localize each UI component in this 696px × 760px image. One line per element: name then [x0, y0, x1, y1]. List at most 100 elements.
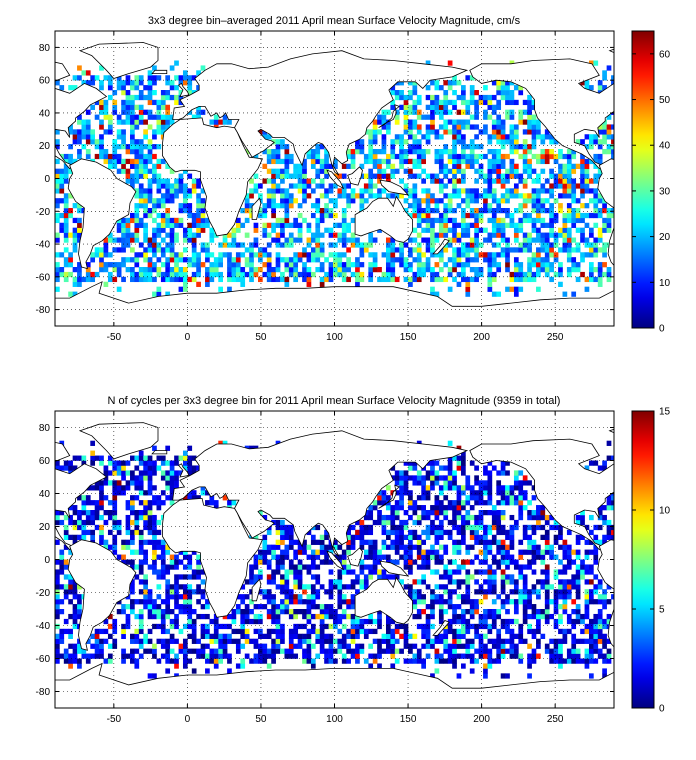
bin-cell — [288, 198, 294, 204]
bin-cell — [68, 549, 73, 555]
bin-cell — [399, 144, 404, 150]
bin-cell — [297, 549, 303, 555]
bin-cell — [575, 613, 581, 620]
bin-cell — [531, 648, 537, 654]
bin-cell — [169, 114, 175, 120]
bin-cell — [262, 203, 268, 209]
bin-cell — [390, 653, 396, 659]
bin-cell — [421, 262, 426, 268]
bin-cell — [147, 490, 153, 496]
bin-cell — [174, 604, 179, 610]
bin-cell — [178, 271, 184, 278]
bin-cell — [456, 119, 462, 125]
bin-cell — [452, 144, 457, 150]
bin-cell — [377, 623, 382, 630]
bin-cell — [496, 262, 502, 268]
bin-cell — [147, 480, 153, 486]
bin-cell — [99, 505, 104, 511]
bin-cell — [580, 188, 585, 194]
bin-cell — [55, 460, 60, 466]
bin-cell — [143, 524, 148, 531]
bin-cell — [372, 124, 378, 130]
bin-cell — [416, 198, 422, 204]
bin-cell — [549, 252, 554, 258]
bin-cell — [310, 599, 316, 605]
bin-cell — [372, 252, 378, 258]
bin-cell — [558, 247, 563, 253]
bin-cell — [425, 559, 431, 565]
bin-cell — [187, 658, 193, 664]
bin-cell — [571, 237, 577, 243]
bin-cell — [505, 638, 510, 644]
bin-cell — [169, 564, 175, 570]
bin-cell — [130, 237, 135, 243]
bin-cell — [147, 247, 153, 253]
bin-cell — [205, 267, 210, 273]
bin-cell — [68, 232, 73, 238]
bin-cell — [165, 114, 171, 120]
bin-cell — [452, 134, 457, 140]
bin-cell — [59, 549, 65, 555]
land-outline — [251, 197, 262, 220]
bin-cell — [575, 208, 581, 214]
bin-cell — [165, 569, 171, 575]
bin-cell — [63, 262, 69, 268]
bin-cell — [474, 227, 479, 233]
bin-cell — [430, 519, 435, 526]
bin-cell — [412, 212, 418, 219]
bin-cell — [72, 623, 78, 630]
bin-cell — [518, 193, 524, 199]
bin-cell — [182, 465, 188, 471]
bin-cell — [522, 153, 528, 160]
colorbar-gradient — [632, 31, 654, 328]
bin-cell — [575, 217, 581, 224]
bin-cell — [152, 99, 157, 106]
bin-cell — [558, 648, 563, 654]
bin-cell — [522, 490, 528, 496]
bin-cell — [205, 599, 210, 605]
bin-cell — [121, 470, 126, 476]
bin-cell — [408, 589, 413, 595]
bin-cell — [147, 257, 153, 263]
bin-cell — [372, 638, 378, 644]
bin-cell — [147, 183, 153, 189]
bin-cell — [606, 455, 612, 461]
bin-cell — [187, 208, 193, 214]
bin-cell — [235, 276, 241, 283]
bin-cell — [244, 217, 250, 224]
bin-cell — [385, 193, 391, 199]
bin-cell — [438, 633, 444, 639]
bin-cell — [368, 524, 374, 531]
bin-cell — [77, 643, 82, 649]
bin-cell — [359, 262, 365, 268]
bin-cell — [152, 252, 157, 258]
bin-cell — [275, 609, 281, 615]
bin-cell — [55, 252, 60, 258]
bin-cell — [138, 193, 144, 199]
bin-cell — [368, 242, 374, 248]
bin-cell — [121, 104, 126, 110]
bin-cell — [403, 628, 409, 635]
bin-cell — [143, 549, 148, 555]
bin-cell — [500, 643, 506, 649]
bin-cell — [452, 470, 457, 476]
bin-cell — [469, 193, 475, 199]
bin-cell — [522, 242, 528, 248]
bin-cell — [112, 163, 118, 169]
bin-cell — [399, 149, 404, 155]
bin-cell — [72, 613, 78, 620]
bin-cell — [262, 262, 268, 268]
bin-cell — [553, 648, 559, 654]
bin-cell — [474, 276, 479, 283]
bin-cell — [182, 609, 188, 615]
bin-cell — [381, 188, 387, 194]
bin-cell — [271, 599, 276, 605]
bin-cell — [63, 217, 69, 224]
bin-cell — [452, 232, 457, 238]
bin-cell — [350, 149, 356, 155]
bin-cell — [399, 90, 404, 96]
bin-cell — [403, 658, 409, 664]
bin-cell — [288, 594, 294, 600]
bin-cell — [522, 183, 528, 189]
bin-cell — [430, 460, 435, 466]
